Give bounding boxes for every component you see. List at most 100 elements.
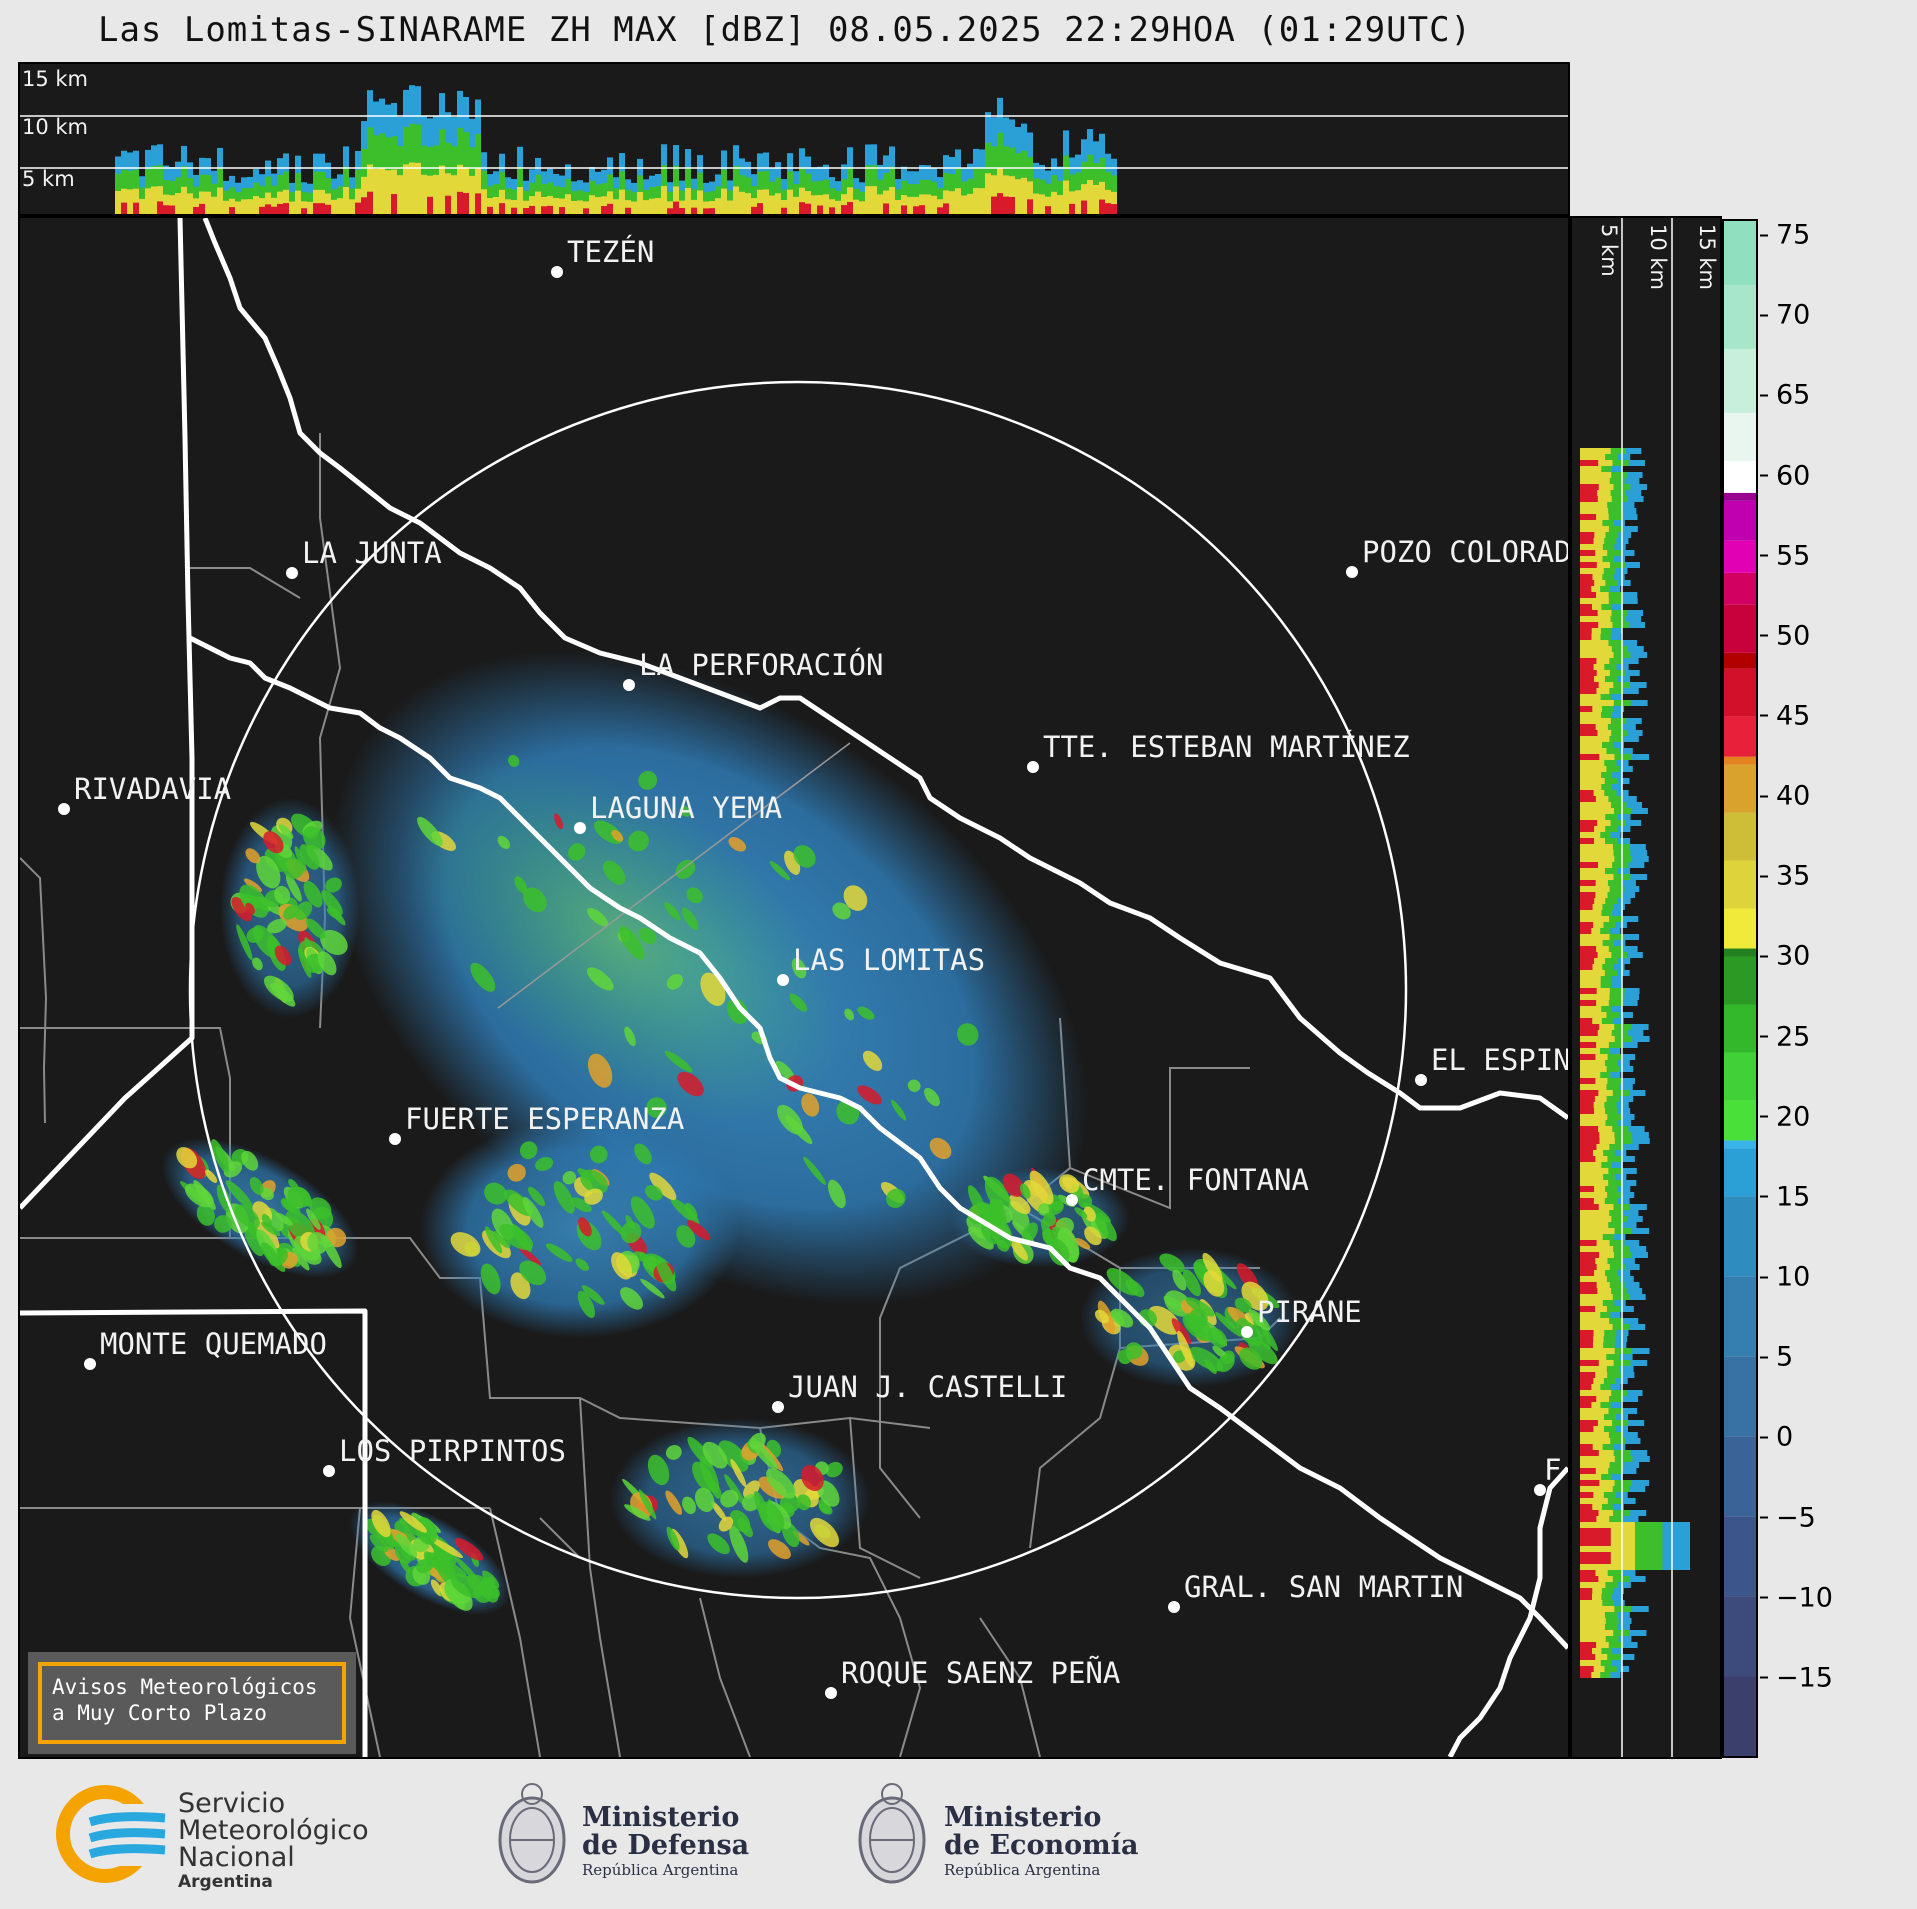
top-height-profile: 15 km 10 km 5 km — [18, 62, 1570, 216]
colorbar-band — [1724, 956, 1756, 1005]
radar-map[interactable]: TEZÉN LA JUNTA POZO COLORAD LA PERFORACI… — [18, 216, 1570, 1759]
colorbar-tick: −15 — [1760, 1662, 1833, 1693]
svg-text:POZO COLORAD: POZO COLORAD — [1362, 535, 1568, 569]
colorbar-tick: −10 — [1760, 1582, 1833, 1613]
colorbar-tick: −5 — [1760, 1502, 1816, 1533]
city-juan-j-castelli[interactable]: JUAN J. CASTELLI — [772, 1370, 1067, 1413]
colorbar-band — [1724, 572, 1756, 605]
side-height-profile: 5 km 10 km 15 km — [1570, 216, 1722, 1759]
colorbar-tick: 20 — [1760, 1101, 1810, 1132]
svg-text:JUAN J. CASTELLI: JUAN J. CASTELLI — [788, 1370, 1067, 1404]
svg-text:TTE. ESTEBAN MARTÍNEZ: TTE. ESTEBAN MARTÍNEZ — [1043, 730, 1410, 764]
colorbar-tick: 40 — [1760, 781, 1810, 812]
colorbar-tick: 65 — [1760, 380, 1810, 411]
city-gral-san-martin[interactable]: GRAL. SAN MARTIN — [1168, 1570, 1463, 1613]
colorbar-band — [1724, 716, 1756, 757]
scan-line — [497, 742, 851, 1009]
svg-text:RIVADAVIA: RIVADAVIA — [74, 772, 231, 806]
city-la-perforacion[interactable]: LA PERFORACIÓN — [623, 648, 883, 691]
colorbar-band — [1724, 1356, 1756, 1437]
colorbar-band — [1724, 860, 1756, 909]
colorbar-ticks: 75 70 65 60 55 50 45 40 35 30 25 20 15 10 5 0 −5 −10 −15 — [1760, 219, 1900, 1758]
colorbar-band — [1724, 1196, 1756, 1277]
warning-line-1: Avisos Meteorológicos — [52, 1675, 318, 1699]
city-monte-quemado[interactable]: MONTE QUEMADO — [84, 1327, 327, 1370]
colorbar-band — [1724, 412, 1756, 461]
colorbar-tick: 5 — [1760, 1342, 1793, 1373]
svg-text:LA PERFORACIÓN: LA PERFORACIÓN — [639, 648, 883, 682]
city-las-lomitas[interactable]: LAS LOMITAS — [777, 943, 985, 986]
side-height-label-5: 5 km — [1597, 224, 1621, 277]
colorbar-tick: 50 — [1760, 620, 1810, 651]
colorbar-band — [1724, 1276, 1756, 1357]
svg-text:EL ESPIN: EL ESPIN — [1431, 1043, 1568, 1077]
svg-text:F: F — [1544, 1453, 1561, 1487]
top-height-label-10: 10 km — [22, 115, 88, 139]
colorbar-band — [1724, 1676, 1756, 1756]
svg-text:MONTE QUEMADO: MONTE QUEMADO — [100, 1327, 327, 1361]
city-laguna-yema[interactable]: LAGUNA YEMA — [574, 791, 782, 834]
colorbar-tick: 0 — [1760, 1422, 1793, 1453]
colorbar-band — [1724, 756, 1756, 765]
svg-text:LAGUNA YEMA: LAGUNA YEMA — [590, 791, 782, 825]
city-cmte-fontana[interactable]: CMTE. FONTANA — [1066, 1163, 1309, 1206]
city-el-espinillo[interactable]: EL ESPIN — [1415, 1043, 1568, 1086]
colorbar-band — [1724, 1100, 1756, 1141]
city-formosa[interactable]: F — [1534, 1453, 1561, 1496]
city-tezen[interactable]: TEZÉN — [551, 235, 654, 278]
city-los-pirpintos[interactable]: LOS PIRPINTOS — [323, 1434, 566, 1477]
colorbar-band — [1724, 652, 1756, 669]
colorbar-band — [1724, 604, 1756, 653]
city-fuerte-esperanza[interactable]: FUERTE ESPERANZA — [389, 1102, 684, 1145]
colorbar-band — [1724, 1596, 1756, 1677]
province-boundaries — [20, 218, 1568, 1757]
colorbar-band — [1724, 908, 1756, 949]
colorbar-tick: 45 — [1760, 700, 1810, 731]
city-rivadavia[interactable]: RIVADAVIA — [58, 772, 231, 815]
footer-logos: Servicio Meteorológico Nacional Argentin… — [0, 1760, 1917, 1909]
colorbar-tick: 60 — [1760, 460, 1810, 491]
city-pirane[interactable]: PIRANE — [1241, 1295, 1362, 1338]
city-pozo-colorado[interactable]: POZO COLORAD — [1346, 535, 1568, 578]
svg-text:LOS PIRPINTOS: LOS PIRPINTOS — [339, 1434, 566, 1468]
colorbar-band — [1724, 540, 1756, 573]
side-height-label-15: 15 km — [1695, 224, 1719, 290]
city-roque-saenz-pena[interactable]: ROQUE SAENZ PEÑA — [825, 1656, 1120, 1699]
city-tte-esteban-martinez[interactable]: TTE. ESTEBAN MARTÍNEZ — [1027, 730, 1410, 773]
reflectivity-colorbar — [1722, 219, 1758, 1758]
page-title: Las Lomitas-SINARAME ZH MAX [dBZ] 08.05.… — [97, 10, 1473, 50]
warning-box[interactable]: Avisos Meteorológicos a Muy Corto Plazo — [28, 1652, 356, 1754]
colorbar-band — [1724, 221, 1756, 285]
top-height-label-5: 5 km — [22, 167, 75, 191]
top-height-label-15: 15 km — [22, 67, 88, 91]
colorbar-band — [1724, 668, 1756, 717]
svg-text:ROQUE SAENZ PEÑA: ROQUE SAENZ PEÑA — [841, 1656, 1120, 1690]
colorbar-tick: 10 — [1760, 1262, 1810, 1293]
colorbar-band — [1724, 460, 1756, 493]
colorbar-tick: 15 — [1760, 1181, 1810, 1212]
colorbar-band — [1724, 1052, 1756, 1101]
colorbar-band — [1724, 1516, 1756, 1597]
coat-of-arms-icon — [498, 1783, 566, 1884]
warning-line-2: a Muy Corto Plazo — [52, 1701, 267, 1725]
svg-text:FUERTE ESPERANZA: FUERTE ESPERANZA — [405, 1102, 684, 1136]
colorbar-band — [1724, 948, 1756, 957]
colorbar-band — [1724, 1436, 1756, 1517]
reflectivity-echoes — [161, 650, 1300, 1615]
colorbar-band — [1724, 1140, 1756, 1149]
side-height-label-10: 10 km — [1646, 224, 1670, 290]
smn-logo-icon — [56, 1785, 175, 1883]
svg-text:PIRANE: PIRANE — [1257, 1295, 1362, 1329]
colorbar-tick: 25 — [1760, 1021, 1810, 1052]
colorbar-tick: 55 — [1760, 540, 1810, 571]
colorbar-tick: 70 — [1760, 300, 1810, 331]
colorbar-band — [1724, 764, 1756, 813]
colorbar-band — [1724, 1148, 1756, 1197]
svg-text:TEZÉN: TEZÉN — [567, 235, 654, 269]
colorbar-band — [1724, 500, 1756, 541]
ministerio-economia: Ministerio de Economía República Argenti… — [944, 1802, 1139, 1880]
city-la-junta[interactable]: LA JUNTA — [286, 536, 442, 579]
colorbar-tick: 75 — [1760, 220, 1810, 251]
colorbar-tick: 30 — [1760, 941, 1810, 972]
colorbar-band — [1724, 348, 1756, 413]
